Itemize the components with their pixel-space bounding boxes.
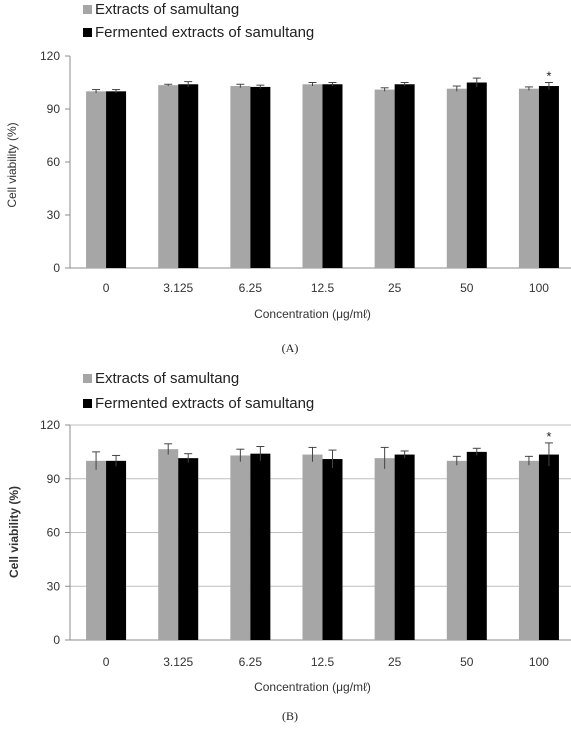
y-tick-label: 120 xyxy=(40,418,60,432)
panel-label: (B) xyxy=(282,709,298,723)
bar xyxy=(322,84,343,269)
x-tick-label: 6.25 xyxy=(239,655,263,669)
y-tick-label: 0 xyxy=(53,633,60,647)
bar xyxy=(394,84,415,269)
legend-swatch xyxy=(83,374,92,383)
bar xyxy=(374,458,395,640)
bar xyxy=(178,458,199,640)
bar xyxy=(322,459,343,640)
bar xyxy=(518,88,539,268)
y-tick-label: 30 xyxy=(47,579,61,593)
bar xyxy=(446,460,467,640)
x-axis-title: Concentration (μg/mℓ) xyxy=(254,680,371,694)
bar xyxy=(230,455,251,640)
bar xyxy=(250,86,271,269)
bar xyxy=(86,91,107,268)
bar xyxy=(86,460,107,640)
y-axis-title: Cell viability (%) xyxy=(5,122,19,207)
bar xyxy=(302,84,323,269)
significance-star: * xyxy=(546,69,551,84)
y-tick-label: 90 xyxy=(47,102,61,116)
bar xyxy=(158,85,179,269)
bar xyxy=(538,86,559,269)
x-tick-label: 100 xyxy=(529,281,549,295)
significance-star: * xyxy=(546,429,551,444)
bar xyxy=(394,454,415,640)
legend-swatch xyxy=(83,28,92,37)
bar xyxy=(158,449,179,640)
y-tick-label: 90 xyxy=(47,472,61,486)
x-tick-label: 50 xyxy=(460,281,474,295)
y-axis-title: Cell viability (%) xyxy=(7,486,21,578)
y-tick-label: 0 xyxy=(53,261,60,275)
bar xyxy=(518,460,539,640)
legend-label: Extracts of samultang xyxy=(95,1,239,18)
bar xyxy=(374,89,395,268)
bar xyxy=(466,451,487,640)
x-tick-label: 12.5 xyxy=(311,655,335,669)
bar xyxy=(230,86,251,269)
bar xyxy=(446,88,467,268)
x-tick-label: 50 xyxy=(460,655,474,669)
x-tick-label: 100 xyxy=(529,655,549,669)
y-tick-label: 60 xyxy=(47,526,61,540)
bar xyxy=(466,82,487,268)
chart-panel-2: Extracts of samultang Fermented extracts … xyxy=(7,370,571,723)
bar xyxy=(178,84,199,269)
x-tick-label: 25 xyxy=(388,655,402,669)
bar xyxy=(106,91,127,268)
bar xyxy=(106,460,127,640)
x-tick-label: 6.25 xyxy=(239,281,263,295)
x-tick-label: 0 xyxy=(103,655,110,669)
chart-panel-1: Extracts of samultang Fermented extracts … xyxy=(5,1,571,355)
bar xyxy=(250,453,271,640)
legend-label: Extracts of samultang xyxy=(95,370,239,387)
bar xyxy=(538,454,559,640)
x-tick-label: 3.125 xyxy=(163,281,193,295)
y-tick-label: 60 xyxy=(47,155,61,169)
panel-label: (A) xyxy=(282,341,299,355)
x-tick-label: 12.5 xyxy=(311,281,335,295)
y-tick-label: 30 xyxy=(47,208,61,222)
y-tick-label: 120 xyxy=(40,49,60,63)
x-tick-label: 3.125 xyxy=(163,655,193,669)
x-tick-label: 25 xyxy=(388,281,402,295)
x-tick-label: 0 xyxy=(103,281,110,295)
legend-swatch xyxy=(83,399,92,408)
bar xyxy=(302,454,323,640)
legend-label: Fermented extracts of samultang xyxy=(95,24,314,41)
legend-swatch xyxy=(83,5,92,14)
x-axis-title: Concentration (μg/mℓ) xyxy=(254,307,371,321)
legend-label: Fermented extracts of samultang xyxy=(95,395,314,412)
